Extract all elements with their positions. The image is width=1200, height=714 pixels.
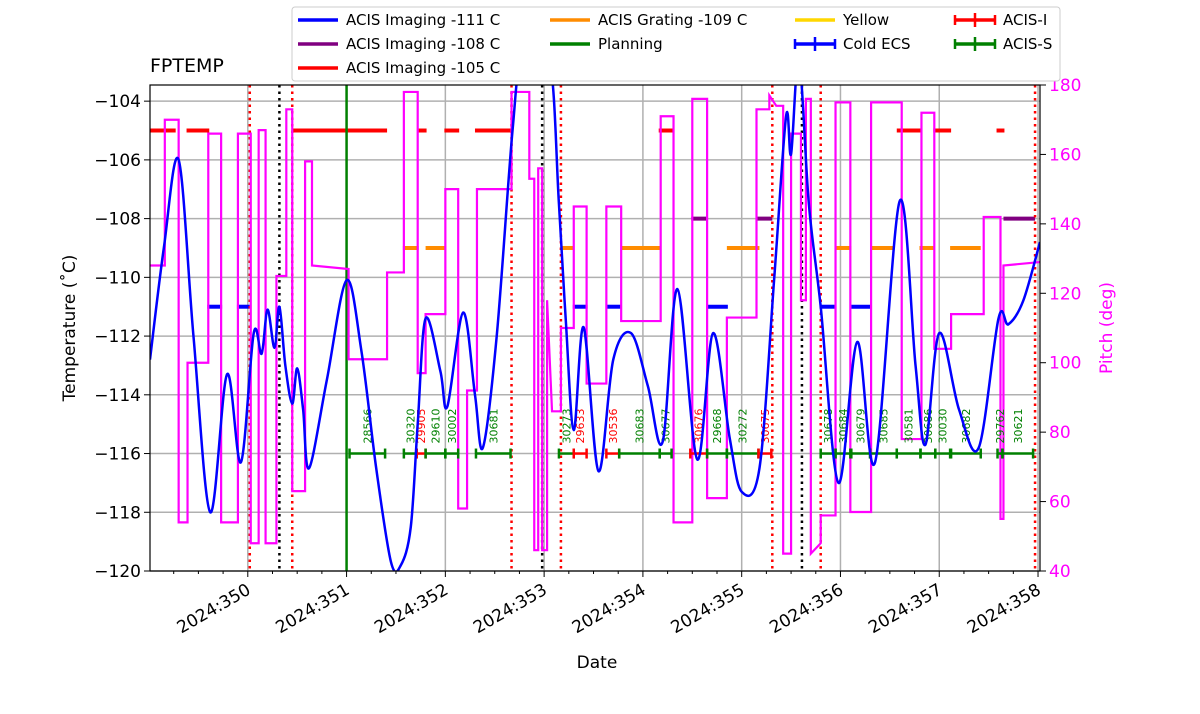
x-tick-label: 2024:352 [371, 580, 452, 638]
x-tick-label: 2024:355 [668, 580, 749, 638]
y2-axis-label: Pitch (deg) [1097, 282, 1117, 374]
y-axis-label: Temperature (˚C) [59, 255, 80, 403]
x-tick-label: 2024:357 [865, 580, 946, 638]
temperature-series [150, 85, 1040, 571]
obsid-label: 30272 [737, 409, 750, 444]
x-axis-label: Date [577, 653, 618, 673]
obsid-label: 30581 [903, 409, 916, 444]
y-tick-label: −118 [94, 503, 141, 523]
legend-label: ACIS-S [1003, 35, 1052, 53]
y2-tick-label: 80 [1049, 423, 1071, 443]
x-tick-label: 2024:356 [766, 580, 847, 638]
x-tick-label: 2024:351 [273, 580, 354, 638]
obsid-label: 30002 [446, 409, 459, 444]
obsid-label: 29762 [994, 409, 1007, 444]
legend-label: ACIS Imaging -105 C [346, 59, 500, 77]
y-tick-label: −110 [94, 268, 141, 288]
obsid-label: 30679 [855, 409, 868, 444]
pitch-series [150, 90, 1040, 557]
y2-tick-label: 120 [1049, 284, 1081, 304]
x-tick-label: 2024:354 [569, 580, 650, 638]
obsid-label: 29610 [429, 409, 442, 444]
obsid-label: 30320 [404, 409, 417, 444]
obsid-label: 30683 [633, 409, 646, 444]
y-tick-label: −108 [94, 210, 141, 230]
legend-label: ACIS Imaging -111 C [346, 11, 500, 29]
legend-label: Planning [598, 35, 663, 53]
obsid-label: 30273 [560, 409, 573, 444]
x-tick-label: 2024:358 [964, 580, 1045, 638]
legend-label: ACIS-I [1003, 11, 1047, 29]
y2-tick-label: 40 [1049, 562, 1071, 582]
plot-frame [149, 84, 1041, 572]
obsid-label: 29633 [574, 409, 587, 444]
legend-label: Cold ECS [843, 35, 911, 53]
y2-tick-label: 100 [1049, 354, 1081, 374]
y-tick-label: −114 [94, 386, 141, 406]
grid [150, 85, 1040, 572]
y2-tick-label: 160 [1049, 145, 1081, 165]
obsid-label: 30621 [1012, 409, 1025, 444]
y-tick-label: −104 [94, 92, 141, 112]
y-tick-label: −112 [94, 327, 141, 347]
chart-title: FPTEMP [150, 55, 224, 77]
y-tick-label: −120 [94, 562, 141, 582]
y2-tick-label: 60 [1049, 493, 1071, 513]
x-tick-label: 2024:350 [174, 580, 255, 638]
legend: ACIS Imaging -111 C ACIS Imaging -108 C AC… [291, 6, 1061, 82]
legend-label: ACIS Imaging -108 C [346, 35, 500, 53]
obsid-label: 30536 [607, 409, 620, 444]
obsid-label: 30682 [960, 409, 973, 444]
obsid-label: 29668 [711, 409, 724, 444]
legend-label: Yellow [842, 11, 889, 29]
y-tick-label: −116 [94, 445, 141, 465]
obsid-label: 30030 [937, 409, 950, 444]
obsid-label: 30681 [487, 409, 500, 444]
y2-tick-label: 140 [1049, 215, 1081, 235]
y-tick-label: −106 [94, 151, 141, 171]
legend-label: ACIS Grating -109 C [598, 11, 747, 29]
x-tick-label: 2024:353 [470, 580, 551, 638]
